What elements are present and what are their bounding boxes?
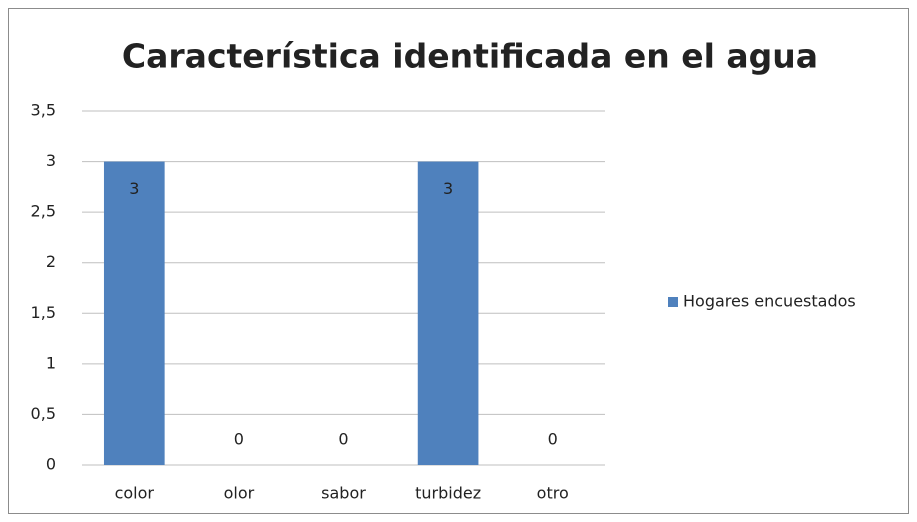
legend-label: Hogares encuestados (683, 292, 856, 311)
y-tick-label: 1,5 (31, 303, 56, 322)
x-tick-label: otro (537, 484, 569, 503)
x-tick-label: olor (224, 484, 255, 503)
chart-title: Característica identificada en el agua (122, 37, 818, 76)
data-label: 0 (338, 430, 348, 449)
data-label: 3 (129, 179, 139, 198)
y-tick-label: 3,5 (31, 101, 56, 120)
bar (103, 161, 165, 466)
y-tick-label: 3 (46, 151, 56, 170)
legend-swatch (668, 297, 678, 307)
y-tick-label: 2,5 (31, 202, 56, 221)
y-tick-label: 1 (46, 353, 56, 372)
data-label: 3 (443, 179, 453, 198)
y-tick-label: 0,5 (31, 404, 56, 423)
x-tick-label: sabor (321, 484, 366, 503)
y-tick-label: 0 (46, 455, 56, 474)
data-label: 0 (548, 430, 558, 449)
x-tick-label: turbidez (415, 484, 481, 503)
x-tick-label: color (115, 484, 155, 503)
data-label: 0 (234, 430, 244, 449)
y-tick-label: 2 (46, 252, 56, 271)
bar (417, 161, 479, 466)
